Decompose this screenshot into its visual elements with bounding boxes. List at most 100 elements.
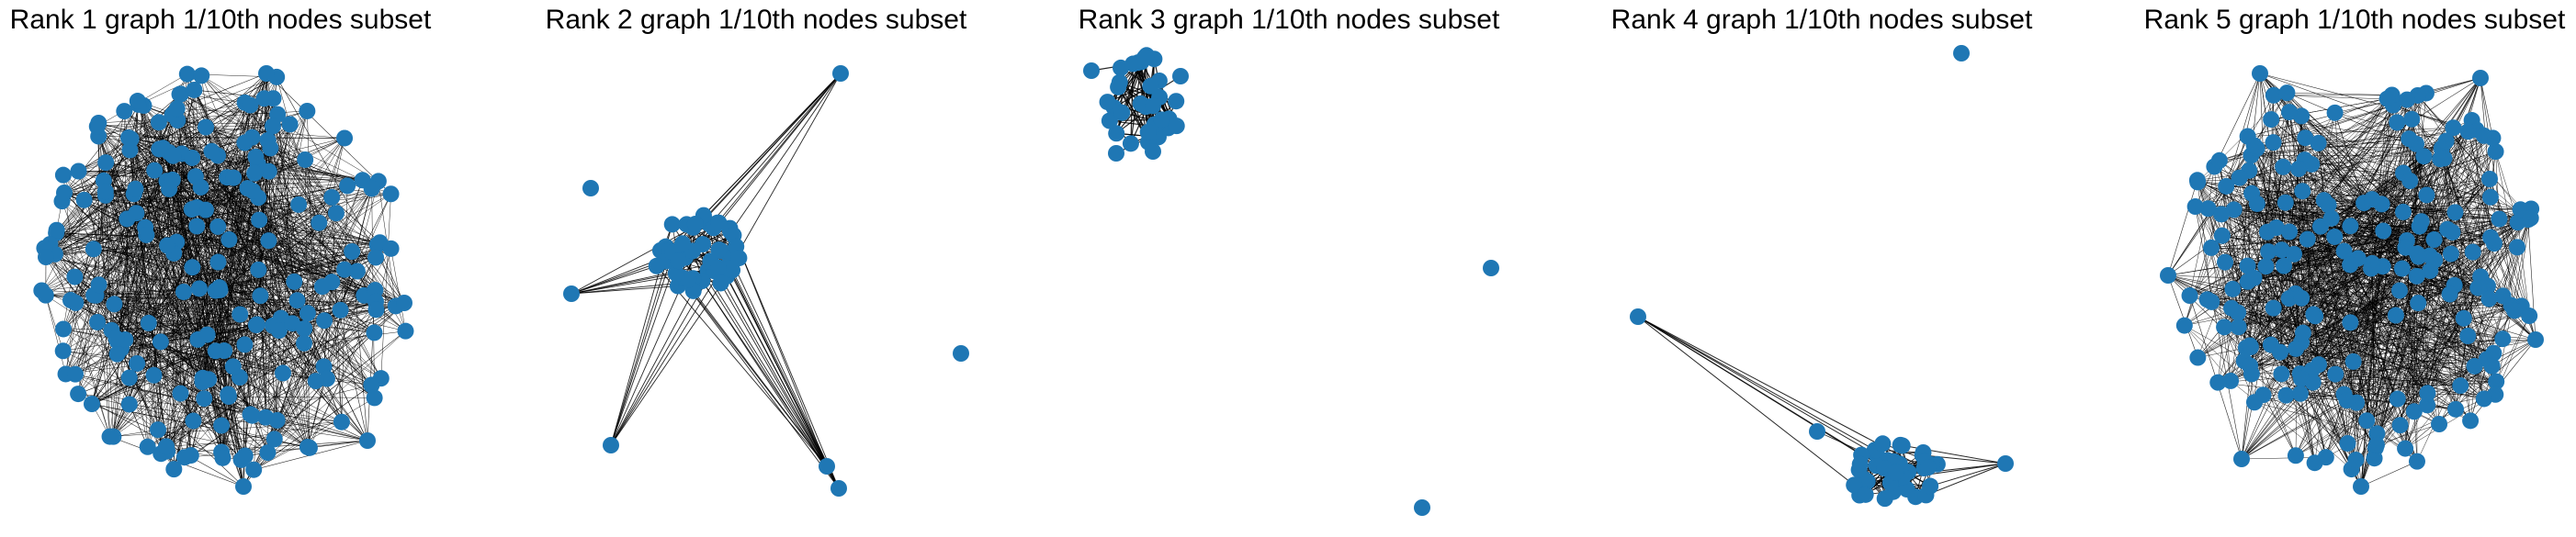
graph-node	[382, 240, 400, 257]
graph-node	[145, 366, 163, 384]
graph-edge	[2218, 226, 2420, 383]
graph-node	[2447, 400, 2465, 418]
graph-edge	[215, 124, 290, 352]
graph-node	[2245, 394, 2263, 411]
graph-node	[686, 216, 704, 233]
graph-edge	[2399, 276, 2481, 291]
graph-node	[2358, 412, 2376, 430]
graph-node	[1168, 117, 1185, 135]
graph-node	[1874, 435, 1892, 453]
graph-edge	[180, 153, 183, 394]
graph-node	[169, 112, 186, 129]
graph-edge	[78, 393, 342, 422]
graph-node	[224, 358, 242, 375]
graph-node	[2482, 229, 2500, 246]
graph-node	[106, 296, 123, 313]
graph-node	[220, 230, 238, 248]
graph-edge	[2344, 285, 2489, 395]
graph-edge	[219, 281, 295, 288]
graph-node	[2326, 228, 2344, 245]
graph-edge	[731, 270, 840, 489]
graph-edge	[326, 302, 405, 379]
graph-node	[295, 334, 312, 352]
graph-edge	[1929, 463, 2006, 487]
graph-node	[1142, 77, 1159, 95]
graph-edge	[2225, 185, 2362, 487]
graph-edge	[219, 219, 260, 288]
graph-edge	[166, 151, 212, 452]
graph-node	[1851, 455, 1869, 473]
graph-node	[663, 216, 681, 233]
graph-node	[84, 396, 100, 412]
graph-edge	[201, 75, 306, 161]
graph-node	[363, 376, 380, 394]
graph-edge	[1637, 316, 1862, 455]
graph-node	[1809, 423, 1825, 440]
graph-node	[2462, 412, 2480, 430]
graph-node	[183, 201, 200, 218]
graph-node	[2339, 434, 2356, 452]
graph-edge	[2208, 208, 2469, 337]
graph-node	[2181, 287, 2198, 305]
graph-edge	[258, 219, 343, 422]
graph-edge	[98, 142, 245, 285]
graph-node	[2399, 91, 2416, 108]
graph-edge	[268, 124, 290, 241]
graph-node	[2160, 267, 2176, 284]
graph-node	[2310, 134, 2327, 151]
graph-edge	[41, 98, 274, 291]
graph-edge	[78, 171, 311, 448]
graph-edge	[174, 302, 405, 470]
graph-node	[203, 142, 220, 160]
graph-node	[2239, 257, 2256, 274]
graph-edge	[2167, 274, 2356, 461]
graph-node	[2469, 279, 2487, 296]
graph-node	[2393, 260, 2411, 277]
graph-edge	[113, 163, 259, 437]
graph-edge	[733, 235, 828, 467]
graph-edge	[2417, 95, 2491, 180]
graph-edge	[717, 73, 842, 224]
graph-edge	[610, 290, 695, 446]
graph-edge	[97, 136, 162, 342]
graph-node	[140, 314, 157, 331]
graph-edge	[2404, 339, 2536, 449]
graph-edge	[2271, 118, 2410, 140]
graph-edge	[2273, 308, 2315, 464]
graph-node	[670, 252, 687, 270]
graph-node	[55, 320, 73, 338]
graph-edge	[96, 126, 363, 181]
graph-edge	[2404, 128, 2454, 449]
graph-node	[2338, 392, 2356, 409]
graph-node	[297, 151, 314, 168]
graph-node	[710, 241, 728, 259]
graph-node	[2218, 177, 2235, 195]
graph-node	[2466, 357, 2483, 375]
graph-node	[674, 235, 692, 252]
graph-node	[54, 166, 72, 184]
graph-edge	[2463, 318, 2536, 341]
graph-node	[2294, 183, 2311, 200]
graph-node	[2203, 239, 2220, 256]
graph-edge	[2250, 339, 2536, 366]
graph-node	[185, 412, 202, 430]
graph-node	[121, 141, 139, 159]
graph-edge	[2239, 177, 2485, 399]
graph-edge	[2375, 398, 2484, 449]
graph-node	[190, 280, 208, 297]
graph-node	[563, 285, 580, 302]
graph-node	[138, 226, 155, 243]
graph-node	[648, 257, 665, 274]
graph-edge	[2282, 166, 2347, 401]
graph-edge	[2251, 138, 2410, 156]
graph-edge	[241, 110, 308, 460]
graph-node	[2198, 291, 2216, 308]
graph-edge	[2224, 262, 2503, 340]
graph-node	[2273, 365, 2290, 383]
graph-edge	[2406, 99, 2454, 129]
graph-edge	[74, 127, 207, 375]
graph-edge	[74, 374, 159, 431]
graph-node	[2252, 65, 2268, 82]
graph-node	[264, 117, 281, 135]
graph-node	[2481, 188, 2499, 206]
